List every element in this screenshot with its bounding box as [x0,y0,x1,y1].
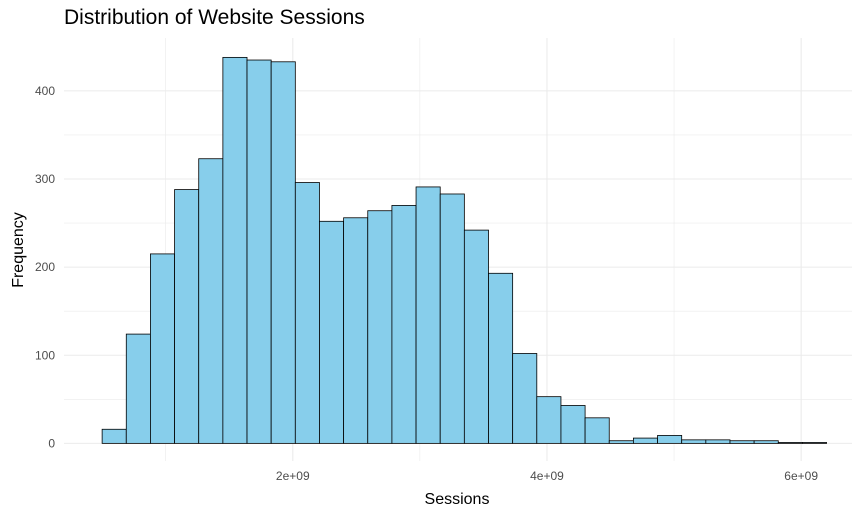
histogram-bar [512,353,538,444]
histogram-bar [150,253,175,444]
histogram-bar [125,333,151,444]
chart-title: Distribution of Website Sessions [64,6,365,29]
histogram-bar [777,442,803,444]
histogram-bar [391,205,417,444]
histogram-bar [608,440,634,444]
histogram-bar [222,56,248,444]
histogram-bar [584,417,610,444]
x-tick-label: 4e+09 [530,469,564,483]
histogram-bar [802,442,827,444]
histogram-bar [101,428,127,444]
x-axis-title: Sessions [425,491,490,508]
histogram-bar [463,229,489,444]
histogram-bar [343,217,369,444]
y-tick-label: 100 [35,348,55,362]
histogram-bar [729,440,755,444]
histogram-bar [753,440,779,444]
x-tick-label: 2e+09 [276,469,310,483]
histogram-bar [681,439,707,444]
y-tick-label: 200 [35,260,55,274]
histogram-bar [294,182,320,444]
histogram-bar [705,439,731,444]
histogram-bar [246,59,272,444]
histogram-bar [319,220,345,444]
histogram-bar [270,61,296,444]
histogram-bar [439,193,465,444]
histogram-bar [657,435,683,444]
tick-labels: 2e+09 4e+09 6e+09 0 100 200 300 400 [35,84,818,483]
y-axis-title: Frequency [10,212,27,288]
histogram-bar [632,437,658,444]
histogram-bar [198,158,224,444]
y-tick-label: 0 [48,436,55,450]
histogram-bar [367,210,393,444]
histogram-bar [560,405,586,444]
histogram-bar [536,396,562,444]
histogram-bar [174,189,200,444]
histogram-bars [101,56,827,444]
y-tick-label: 300 [35,172,55,186]
histogram-bar [415,186,441,444]
histogram-bar [488,272,514,444]
x-tick-label: 6e+09 [784,469,818,483]
y-tick-label: 400 [35,84,55,98]
